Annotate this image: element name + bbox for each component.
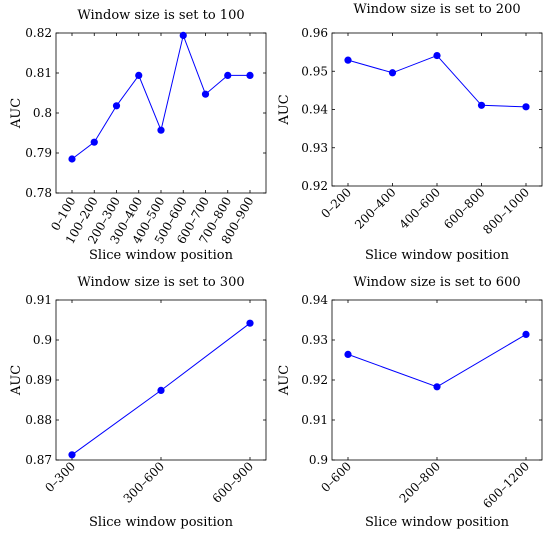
y-tick-label: 0.91 <box>25 293 52 307</box>
data-point <box>522 330 530 338</box>
y-tick-label: 0.95 <box>301 64 328 78</box>
data-point <box>433 51 441 60</box>
data-point <box>388 69 397 77</box>
data-point <box>433 383 441 391</box>
y-tick-label: 0.91 <box>301 413 328 427</box>
data-point <box>246 71 254 79</box>
data-point <box>157 386 165 394</box>
x-axis-label: Slice window position <box>89 248 234 263</box>
y-tick-label: 0.96 <box>301 26 328 40</box>
series-line <box>347 333 527 388</box>
data-point <box>179 31 187 39</box>
y-tick-label: 0.9 <box>309 453 328 467</box>
data-point <box>522 103 530 111</box>
y-tick-label: 0.92 <box>301 179 328 193</box>
data-point <box>201 90 210 98</box>
x-tick-label: 200–800 <box>397 459 444 506</box>
chart-panel-3: Window size is set to 300 AUC Slice window… <box>9 275 267 530</box>
data-point <box>112 102 121 110</box>
series-line <box>71 33 250 160</box>
y-tick-label: 0.81 <box>25 66 52 80</box>
x-tick-label: 800–1000 <box>480 185 532 237</box>
y-tick-label: 0.93 <box>301 333 328 347</box>
x-tick-label: 400–600 <box>397 185 444 232</box>
data-point <box>224 71 232 79</box>
plot-frame <box>55 32 267 194</box>
x-axis-label: Slice window position <box>365 515 510 530</box>
chart-title: Window size is set to 100 <box>77 8 244 23</box>
y-tick-label: 0.94 <box>301 293 328 307</box>
y-tick-label: 0.8 <box>33 106 52 120</box>
x-tick-label: 600–900 <box>210 459 257 506</box>
plot-frame <box>331 299 543 461</box>
y-tick-label: 0.87 <box>25 453 52 467</box>
chart-title: Window size is set to 200 <box>353 2 520 17</box>
chart-title: Window size is set to 600 <box>353 275 520 290</box>
y-tick-label: 0.89 <box>25 373 52 387</box>
data-point <box>68 451 76 459</box>
data-point <box>90 138 98 146</box>
chart-title: Window size is set to 300 <box>77 275 244 290</box>
y-tick-label: 0.94 <box>301 103 328 117</box>
chart-panel-4: Window size is set to 600 AUC Slice window… <box>277 275 543 530</box>
data-point <box>344 56 352 64</box>
y-tick-label: 0.9 <box>33 333 52 347</box>
series-line <box>347 54 527 108</box>
data-point <box>68 155 76 163</box>
y-tick-label: 0.93 <box>301 141 328 155</box>
x-axis-label: Slice window position <box>89 515 234 530</box>
y-axis-label: AUC <box>277 365 292 396</box>
y-tick-label: 0.79 <box>25 146 52 160</box>
y-axis-label: AUC <box>9 98 24 129</box>
x-axis-label: Slice window position <box>365 248 510 263</box>
x-tick-label: 600–800 <box>441 185 488 232</box>
data-point <box>477 101 486 109</box>
plot-frame <box>55 299 267 461</box>
y-tick-label: 0.82 <box>25 26 52 40</box>
y-axis-label: AUC <box>9 365 24 396</box>
x-tick-label: 600–1200 <box>480 459 532 511</box>
data-point <box>135 71 143 79</box>
chart-panel-1: Window size is set to 100 AUC Slice window… <box>9 8 267 263</box>
data-point <box>344 350 352 358</box>
data-point <box>157 126 165 134</box>
y-tick-label: 0.88 <box>25 413 52 427</box>
x-tick-label: 300–600 <box>121 459 168 506</box>
chart-panel-2: Window size is set to 200 AUC Slice window… <box>277 2 543 263</box>
y-tick-label: 0.92 <box>301 373 328 387</box>
data-point <box>246 319 254 327</box>
x-tick-label: 200–400 <box>352 185 399 232</box>
y-tick-label: 0.78 <box>25 186 52 200</box>
y-axis-label: AUC <box>277 94 292 125</box>
